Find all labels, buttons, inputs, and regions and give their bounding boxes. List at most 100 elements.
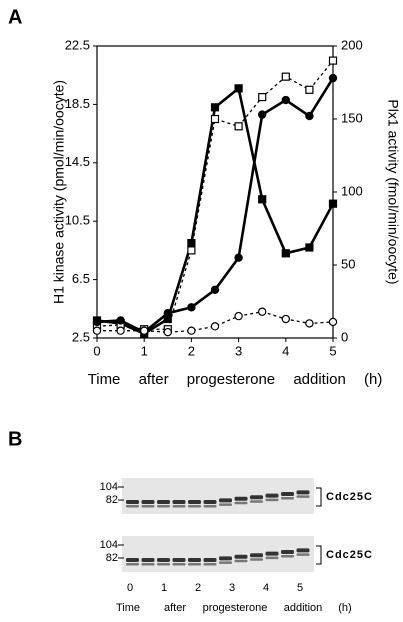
marker (328, 56, 338, 65)
marker (281, 72, 290, 81)
lane-label: 4 (263, 582, 269, 594)
marker (116, 316, 125, 325)
band (265, 551, 279, 556)
x-tick-label: 0 (93, 343, 100, 358)
bracket (316, 487, 322, 507)
band (188, 500, 201, 504)
marker (139, 326, 149, 335)
band (141, 563, 155, 566)
marker (92, 326, 102, 335)
axis-label-word: (h) (338, 602, 351, 614)
marker (281, 249, 290, 258)
x-tick-label: 1 (141, 343, 148, 358)
marker (187, 239, 196, 248)
marker (258, 307, 267, 316)
band (281, 492, 294, 496)
band (265, 556, 279, 560)
marker (258, 110, 267, 119)
protein-label: Cdc25C (326, 549, 373, 561)
marker-label: 104 (100, 539, 118, 551)
band (296, 548, 310, 553)
marker (187, 303, 196, 312)
panel-label: B (8, 428, 22, 450)
marker (258, 92, 267, 102)
axis-label-word: after (164, 602, 186, 614)
band (188, 558, 201, 562)
band (296, 490, 310, 495)
marker (328, 73, 338, 83)
band (296, 553, 310, 556)
y-tick-label: 14.5 (65, 154, 90, 169)
band (126, 558, 139, 562)
y2-axis-label: Plx1 activity (fmol/min/oocyte) (385, 99, 401, 284)
lane-label: 3 (229, 582, 235, 594)
marker (163, 327, 172, 337)
x-axis-label: Time after progesterone addition (h) (88, 371, 383, 388)
plot-frame (96, 45, 334, 339)
band (172, 500, 186, 504)
band (172, 505, 186, 508)
lane-label: 1 (161, 582, 167, 594)
y2-tick-label: 0 (341, 329, 348, 344)
marker (234, 311, 243, 321)
marker (234, 253, 243, 262)
band (219, 556, 232, 561)
marker (234, 84, 243, 93)
marker (281, 95, 290, 105)
band (281, 550, 294, 554)
blot (122, 536, 314, 572)
band (141, 505, 155, 508)
marker (258, 195, 267, 204)
band (234, 554, 248, 559)
y-tick-label: 22.5 (65, 37, 90, 52)
y-tick-label: 18.5 (65, 96, 90, 111)
band (126, 563, 139, 566)
band (219, 561, 232, 564)
band (250, 553, 263, 558)
band (157, 500, 170, 504)
band (203, 558, 217, 562)
series-line (96, 86, 335, 336)
band (126, 505, 139, 508)
band (172, 558, 186, 562)
y-tick-label: 10.5 (65, 213, 90, 228)
band (281, 497, 294, 500)
band (141, 500, 155, 504)
band (250, 495, 263, 500)
protein-label: Cdc25C (326, 491, 373, 503)
band (281, 555, 294, 558)
band (203, 505, 217, 508)
band (188, 563, 201, 566)
marker (210, 285, 220, 295)
y2-tick-label: 200 (341, 37, 363, 52)
x-tick-label: 2 (188, 343, 195, 358)
band (203, 563, 217, 566)
y2-tick-label: 100 (341, 183, 363, 198)
marker (328, 317, 338, 327)
band (157, 505, 170, 508)
y2-tick-label: 150 (341, 110, 363, 125)
lane-label: 2 (195, 582, 201, 594)
band (172, 563, 186, 566)
band (234, 496, 248, 501)
band (265, 498, 279, 502)
band (203, 500, 217, 504)
marker (305, 85, 314, 94)
series-line (97, 311, 334, 333)
band (250, 558, 263, 561)
marker (281, 314, 290, 324)
marker (163, 308, 172, 318)
band (157, 558, 170, 562)
band (296, 495, 310, 498)
band (126, 500, 139, 504)
band (234, 501, 248, 505)
band (234, 559, 248, 563)
axis-label-word: progesterone (203, 602, 268, 614)
x-tick-label: 5 (329, 343, 336, 358)
y-tick-label: 2.5 (72, 329, 90, 344)
lane-label: 5 (297, 582, 303, 594)
band (157, 563, 170, 566)
marker (305, 243, 314, 252)
